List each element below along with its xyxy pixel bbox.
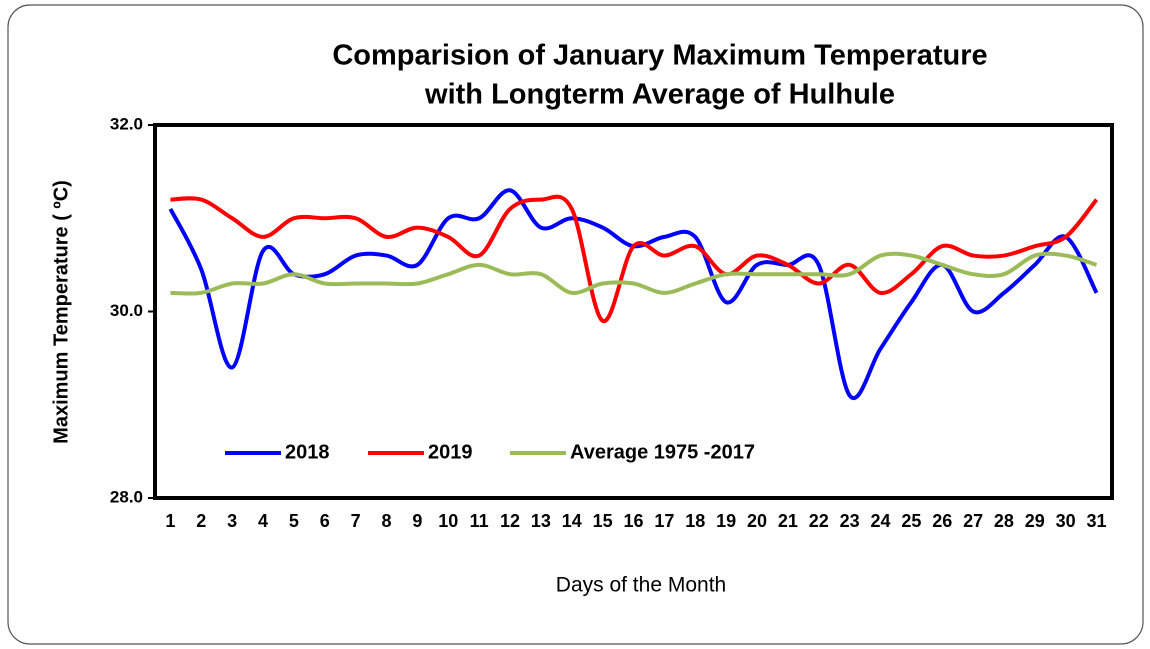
x-tick-label: 24 bbox=[870, 511, 890, 531]
x-tick-label: 22 bbox=[809, 511, 829, 531]
x-tick-label: 5 bbox=[289, 511, 299, 531]
x-tick-label: 27 bbox=[963, 511, 983, 531]
x-tick-label: 1 bbox=[165, 511, 175, 531]
x-tick-label: 8 bbox=[382, 511, 392, 531]
x-tick-label: 9 bbox=[412, 511, 422, 531]
chart-title: with Longterm Average of Hulhule bbox=[424, 79, 895, 111]
x-tick-label: 7 bbox=[351, 511, 361, 531]
x-tick-label: 11 bbox=[470, 511, 489, 531]
x-tick-label: 14 bbox=[562, 511, 582, 531]
x-tick-label: 3 bbox=[227, 511, 237, 531]
x-tick-label: 29 bbox=[1025, 511, 1045, 531]
x-tick-label: 12 bbox=[500, 511, 520, 531]
x-tick-label: 4 bbox=[258, 511, 268, 531]
x-tick-label: 21 bbox=[778, 511, 798, 531]
x-tick-label: 17 bbox=[654, 511, 674, 531]
x-tick-label: 20 bbox=[747, 511, 767, 531]
x-tick-label: 19 bbox=[716, 511, 736, 531]
x-tick-label: 18 bbox=[685, 511, 705, 531]
x-tick-label: 16 bbox=[623, 511, 643, 531]
frame bbox=[7, 4, 1144, 645]
legend-label: 2018 bbox=[285, 441, 330, 463]
x-tick-label: 28 bbox=[994, 511, 1014, 531]
series-line bbox=[170, 251, 1098, 296]
x-tick-label: 15 bbox=[593, 511, 613, 531]
x-tick-label: 13 bbox=[531, 511, 551, 531]
x-tick-label: 23 bbox=[840, 511, 860, 531]
y-tick-label: 30.0 bbox=[110, 301, 143, 320]
x-tick-label: 2 bbox=[196, 511, 206, 531]
x-tick-label: 26 bbox=[932, 511, 952, 531]
plot-border bbox=[153, 123, 1114, 500]
y-tick-label: 32.0 bbox=[110, 114, 143, 133]
x-tick-label: 31 bbox=[1087, 511, 1107, 531]
x-tick-label: 25 bbox=[901, 511, 921, 531]
series-line bbox=[170, 194, 1099, 323]
y-axis-label: Maximum Temperature ( ºC) bbox=[50, 180, 72, 444]
legend-label: Average 1975 -2017 bbox=[570, 441, 755, 463]
legend-label: 2019 bbox=[428, 441, 473, 463]
x-tick-label: 6 bbox=[320, 511, 330, 531]
y-tick-label: 28.0 bbox=[110, 487, 143, 506]
x-axis-label: Days of the Month bbox=[556, 574, 726, 597]
x-tick-label: 30 bbox=[1056, 511, 1076, 531]
x-tick-label: 10 bbox=[438, 511, 458, 531]
chart-title: Comparision of January Maximum Temperatu… bbox=[332, 40, 987, 72]
